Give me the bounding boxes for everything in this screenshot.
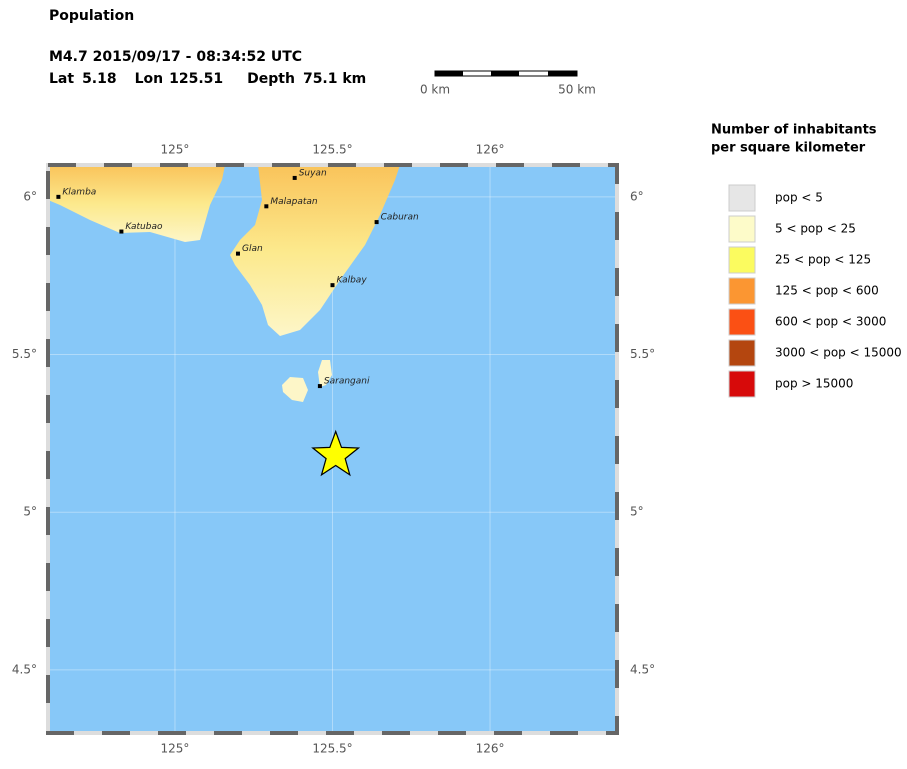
place-marker xyxy=(235,251,240,256)
lon-label: Lon xyxy=(135,71,164,87)
legend-title: Number of inhabitants xyxy=(711,123,877,138)
land xyxy=(48,165,225,242)
scale-start: 0 km xyxy=(420,83,450,97)
lon-tick-label: 126° xyxy=(476,742,505,756)
legend-label: 600 < pop < 3000 xyxy=(775,315,886,329)
lat-tick-label: 6° xyxy=(23,189,37,203)
epicenter xyxy=(311,429,361,477)
frame-dashes xyxy=(46,163,619,735)
lat-tick-label: 5° xyxy=(630,505,644,519)
legend-swatch xyxy=(728,370,756,398)
lon-tick-label: 126° xyxy=(476,143,505,157)
place-name: Kalbay xyxy=(337,276,368,286)
legend-label: pop > 15000 xyxy=(775,377,853,391)
legend-title: per square kilometer xyxy=(711,141,866,156)
place-marker xyxy=(292,175,297,180)
legend-label: 25 < pop < 125 xyxy=(775,253,871,267)
depth-label: Depth xyxy=(247,71,295,87)
land xyxy=(230,165,400,336)
island xyxy=(282,377,308,402)
legend-swatch xyxy=(728,184,756,212)
place-marker xyxy=(317,384,322,389)
legend-swatch xyxy=(728,277,756,305)
lon-value: 125.51 xyxy=(169,71,223,87)
lat-tick-label: 6° xyxy=(630,189,644,203)
legend-label: 3000 < pop < 15000 xyxy=(775,346,902,360)
place-name: Suyan xyxy=(299,168,327,178)
legend-label: 125 < pop < 600 xyxy=(775,284,879,298)
lat-tick-label: 5° xyxy=(23,505,37,519)
lat-tick-label: 5.5° xyxy=(12,347,37,361)
depth-value: 75.1 km xyxy=(303,71,366,87)
scale-end: 50 km xyxy=(558,83,596,97)
place-name: Glan xyxy=(242,244,263,254)
lon-tick-label: 125° xyxy=(161,143,190,157)
legend-swatch xyxy=(728,215,756,243)
place-marker xyxy=(264,204,269,209)
lon-tick-label: 125.5° xyxy=(312,742,352,756)
lon-tick-label: 125° xyxy=(161,742,190,756)
title: Population xyxy=(49,8,134,24)
place-name: Malapatan xyxy=(270,197,318,207)
lat-value: 5.18 xyxy=(82,71,117,87)
place-marker xyxy=(330,283,335,288)
lat-tick-label: 5.5° xyxy=(630,347,655,361)
lat-tick-label: 4.5° xyxy=(630,662,655,676)
place-name: Sarangani xyxy=(324,377,370,387)
place-name: Caburan xyxy=(381,213,419,223)
location-info: Lat 5.18 Lon 125.51 Depth 75.1 km xyxy=(49,71,366,87)
legend-swatch xyxy=(728,246,756,274)
place-name: Klamba xyxy=(62,187,96,197)
place-marker xyxy=(374,220,379,225)
event-info: M4.7 2015/09/17 - 08:34:52 UTC xyxy=(49,49,302,65)
scale-bar: 0 km 50 km xyxy=(420,70,596,97)
legend-swatch xyxy=(728,308,756,336)
island xyxy=(318,360,332,387)
place-name: Katubao xyxy=(125,222,163,232)
lat-tick-label: 4.5° xyxy=(12,662,37,676)
place-marker xyxy=(56,194,61,199)
legend: Number of inhabitants per square kilomet… xyxy=(711,123,902,398)
lat-label: Lat xyxy=(49,71,74,87)
place-marker xyxy=(119,229,124,234)
legend-label: pop < 5 xyxy=(775,191,823,205)
lon-tick-label: 125.5° xyxy=(312,143,352,157)
legend-swatch xyxy=(728,339,756,367)
legend-label: 5 < pop < 25 xyxy=(775,222,856,236)
